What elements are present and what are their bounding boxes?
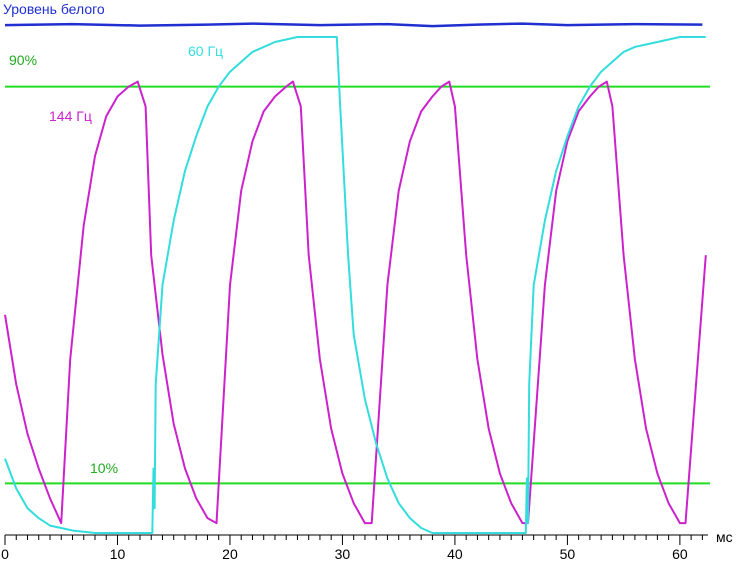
- x-tick-label: 50: [560, 546, 576, 562]
- x-axis-label: мс: [716, 529, 733, 545]
- x-tick-label: 0: [1, 546, 9, 562]
- series-144hz-line: [4, 80, 707, 525]
- x-tick-label: 40: [447, 546, 463, 562]
- annotation-144hz: 144 Гц: [49, 108, 92, 124]
- annotation-90: 90%: [9, 52, 37, 68]
- series-lines: [4, 22, 707, 534]
- series-60hz-line: [4, 36, 706, 534]
- x-tick-label: 10: [110, 546, 126, 562]
- x-tick-label: 20: [222, 546, 238, 562]
- annotation-10: 10%: [90, 460, 118, 476]
- x-tick-label: 60: [672, 546, 688, 562]
- x-tick-label: 30: [335, 546, 351, 562]
- x-ticks: 0 10 20 30 40 50 60: [1, 535, 703, 562]
- annotation-60hz: 60 Гц: [188, 43, 223, 59]
- annotation-white-level: Уровень белого: [3, 1, 105, 17]
- reference-lines: [5, 85, 710, 485]
- series-white-level-line: [4, 22, 703, 28]
